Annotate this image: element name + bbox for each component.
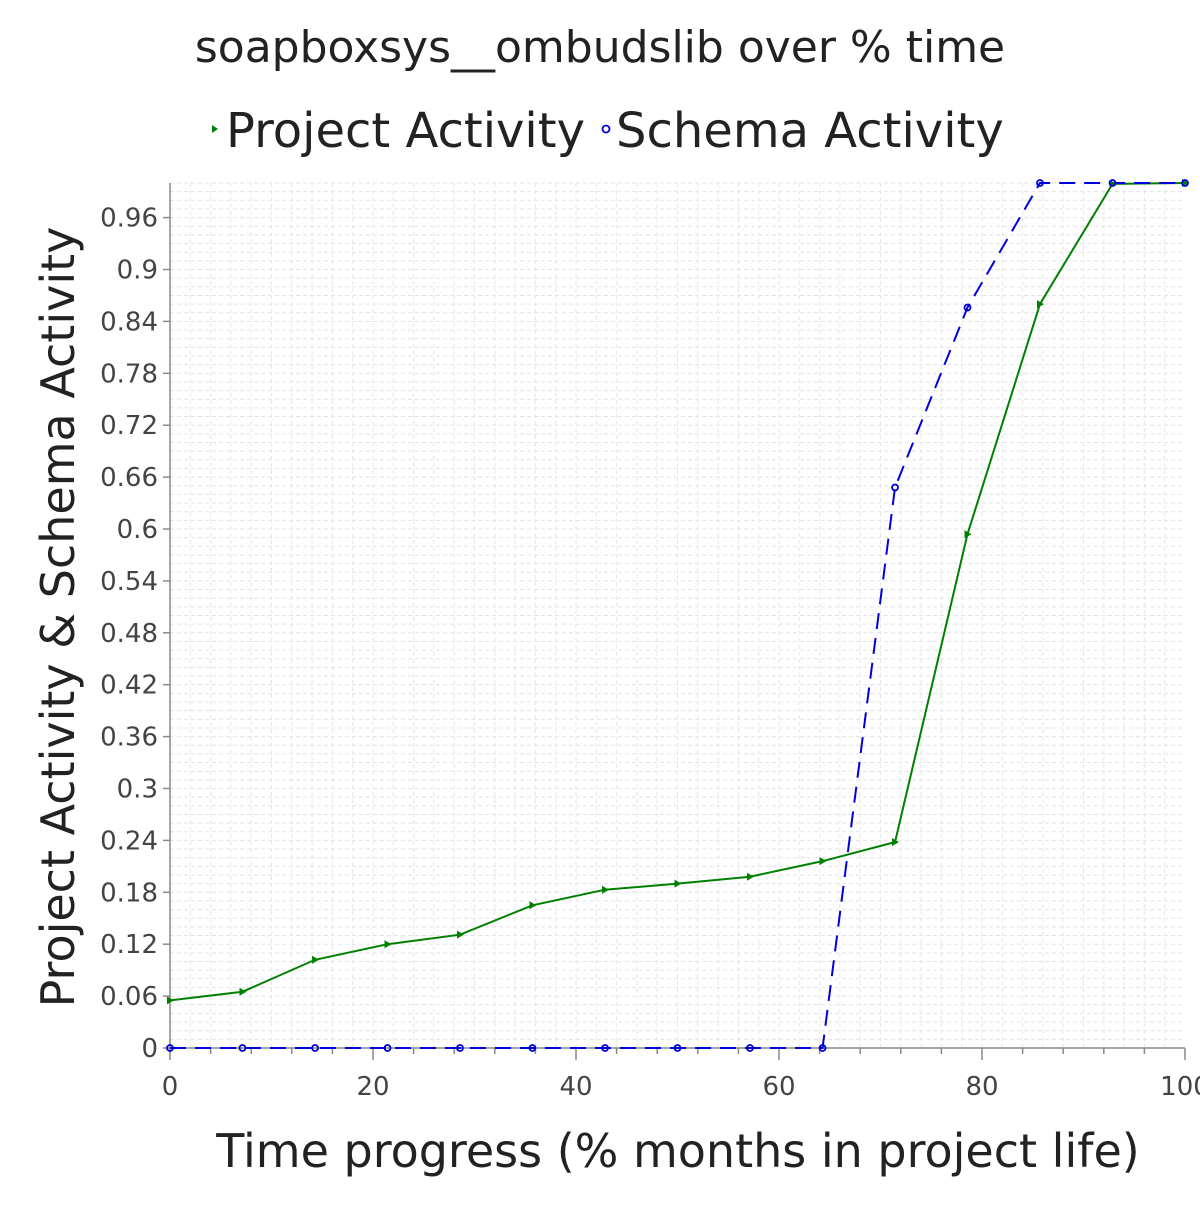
- y-tick-label: 0.54: [100, 567, 158, 597]
- y-tick-label: 0.78: [100, 359, 158, 389]
- data-point-schema-activity: [818, 1044, 827, 1052]
- data-point-schema-activity: [673, 1044, 682, 1052]
- data-point-project-activity: [819, 857, 827, 866]
- legend-marker-schema-activity: [601, 124, 611, 134]
- y-tick-label: 0.6: [117, 515, 158, 545]
- x-tick-label: 0: [162, 1072, 179, 1102]
- data-point-project-activity: [602, 885, 610, 894]
- x-tick-label: 20: [356, 1072, 389, 1102]
- data-point-schema-activity: [746, 1044, 754, 1052]
- data-point-project-activity: [167, 996, 174, 1005]
- data-point-schema-activity: [166, 1044, 174, 1052]
- data-point-schema-activity: [963, 303, 972, 312]
- y-tick-label: 0.42: [100, 671, 158, 701]
- data-point-schema-activity: [1036, 179, 1044, 187]
- y-tick-label: 0.96: [100, 204, 158, 234]
- x-tick-label: 100: [1160, 1072, 1200, 1102]
- y-tick-label: 0.84: [100, 307, 158, 337]
- data-point-project-activity: [529, 901, 537, 910]
- legend-label-project-activity: Project Activity: [226, 103, 585, 159]
- x-tick-label: 60: [762, 1072, 795, 1102]
- data-point-schema-activity: [528, 1044, 537, 1052]
- y-tick-label: 0.12: [100, 930, 158, 960]
- data-point-project-activity: [384, 940, 392, 949]
- data-point-schema-activity: [891, 483, 899, 492]
- y-tick-label: 0.06: [100, 982, 158, 1012]
- data-point-schema-activity: [1108, 179, 1117, 187]
- legend-label-schema-activity: Schema Activity: [616, 103, 1004, 159]
- data-point-project-activity: [312, 955, 320, 964]
- chart-title: soapboxsys__ombudslib over % time: [195, 22, 1005, 73]
- y-tick-label: 0.48: [100, 619, 158, 649]
- series-line-1: [170, 182, 1185, 1049]
- y-tick-label: 0.24: [100, 826, 158, 856]
- data-point-project-activity: [1036, 300, 1044, 309]
- y-tick-label: 0.36: [100, 723, 158, 753]
- data-point-project-activity: [674, 879, 682, 888]
- legend-marker-project-activity: [212, 125, 218, 133]
- legend: Project Activity Schema Activity: [212, 103, 1004, 159]
- data-point-schema-activity: [601, 1044, 609, 1052]
- data-point-project-activity: [892, 838, 900, 847]
- y-tick-label: 0.9: [117, 256, 158, 286]
- data-point-project-activity: [964, 530, 972, 539]
- y-axis-label: Project Activity & Schema Activity: [31, 227, 85, 1008]
- data-point-schema-activity: [383, 1044, 392, 1052]
- data-point-schema-activity: [456, 1044, 464, 1052]
- data-point-schema-activity: [311, 1044, 319, 1052]
- data-point-schema-activity: [238, 1044, 247, 1052]
- y-tick-label: 0.72: [100, 411, 158, 441]
- x-axis-ticks: 0 20 40 60 80 100: [162, 1048, 1200, 1102]
- y-axis-ticks: 0 0.06 0.12 0.18 0.24 0.3 0.36 0.42 0.48 0.54 0.6 0…: [100, 204, 170, 1064]
- x-tick-label: 40: [559, 1072, 592, 1102]
- data-point-project-activity: [239, 987, 247, 996]
- grid: [170, 182, 1185, 1048]
- data-point-project-activity: [456, 930, 464, 939]
- data-point-schema-activity: [1181, 179, 1189, 187]
- y-tick-label: 0.66: [100, 463, 158, 493]
- x-tick-label: 80: [965, 1072, 998, 1102]
- y-tick-label: 0.3: [117, 775, 158, 805]
- series-markers: [166, 179, 1189, 1052]
- y-tick-label: 0: [141, 1034, 158, 1064]
- x-axis-label: Time progress (% months in project life): [215, 1124, 1139, 1178]
- y-tick-label: 0.18: [100, 878, 158, 908]
- data-point-project-activity: [746, 872, 754, 881]
